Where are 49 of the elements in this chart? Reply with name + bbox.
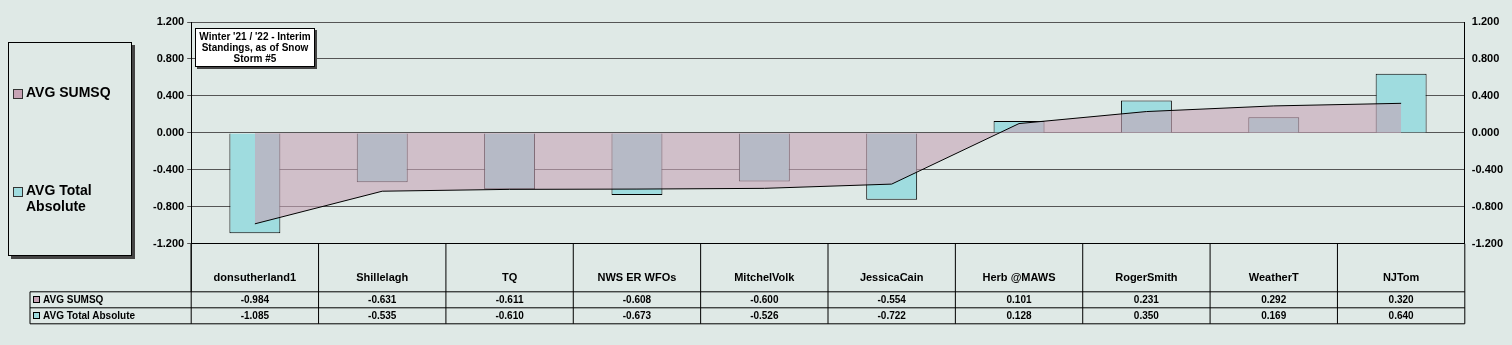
x-tick-label: TQ bbox=[501, 271, 518, 284]
y-tick-label: 0.400 bbox=[156, 88, 185, 101]
x-tick-label: Shillelagh bbox=[356, 271, 409, 284]
x-tick-label: JessicaCain bbox=[859, 271, 924, 284]
y2-tick-label: 0.400 bbox=[1471, 88, 1500, 101]
x-tick-label: NJTom bbox=[1382, 271, 1420, 284]
data-label: 0.640 bbox=[1387, 309, 1415, 324]
x-tick-label: RogerSmith bbox=[1115, 271, 1178, 284]
data-label: -0.631 bbox=[367, 293, 398, 308]
data-label: 0.231 bbox=[1132, 293, 1160, 308]
x-tick-label: NWS ER WFOs bbox=[597, 271, 677, 284]
y-tick-label: -0.400 bbox=[152, 162, 185, 175]
x-tick-label: Herb @MAWS bbox=[982, 271, 1056, 284]
y2-tick-label: 0.800 bbox=[1471, 52, 1500, 64]
data-label: 0.169 bbox=[1260, 309, 1288, 324]
y2-tick-label: 1.200 bbox=[1471, 15, 1500, 28]
y2-tick-label: -0.400 bbox=[1471, 162, 1504, 175]
x-tick-label: donsutherland1 bbox=[213, 271, 297, 284]
data-label: -0.526 bbox=[749, 309, 780, 324]
text: AVG SUMSQ bbox=[43, 294, 104, 306]
y-tick-label: -1.200 bbox=[152, 236, 185, 249]
data-label: -0.610 bbox=[494, 309, 525, 324]
x-tick-label: WeatherT bbox=[1248, 271, 1300, 284]
data-label: -0.554 bbox=[876, 293, 907, 308]
data-label: -0.673 bbox=[621, 309, 653, 324]
y2-tick-label: 0.000 bbox=[1471, 125, 1500, 138]
x-tick-label: MitchelVolk bbox=[734, 271, 796, 284]
y-tick-label: 0.800 bbox=[156, 52, 185, 64]
data-label: -0.611 bbox=[494, 293, 525, 308]
data-label: -0.600 bbox=[749, 293, 780, 308]
legend-label: AVG SUMSQ bbox=[26, 84, 111, 100]
data-label: -0.984 bbox=[239, 293, 271, 308]
legend-label: AVG Total Absolute bbox=[42, 309, 137, 324]
data-label: 0.292 bbox=[1260, 293, 1288, 308]
y2-tick-label: -0.800 bbox=[1471, 199, 1504, 212]
data-label: -0.722 bbox=[876, 309, 907, 324]
data-label: -0.608 bbox=[621, 293, 653, 308]
data-label: 0.101 bbox=[1005, 293, 1033, 308]
data-label: 0.350 bbox=[1132, 309, 1160, 324]
data-label: 0.128 bbox=[1005, 309, 1033, 324]
y-tick-label: 0.000 bbox=[156, 125, 185, 138]
y-tick-label: -0.800 bbox=[152, 199, 185, 212]
data-label: 0.320 bbox=[1387, 293, 1415, 308]
text: AVG Total Absolute bbox=[26, 182, 92, 214]
y-tick-label: 1.200 bbox=[156, 15, 185, 28]
text: Winter '21 / '22 - Interim Standings, as of Snow Storm #5 bbox=[195, 28, 315, 67]
data-label: -1.085 bbox=[239, 309, 271, 324]
y2-tick-label: -1.200 bbox=[1471, 236, 1504, 249]
data-label: -0.535 bbox=[367, 309, 398, 324]
